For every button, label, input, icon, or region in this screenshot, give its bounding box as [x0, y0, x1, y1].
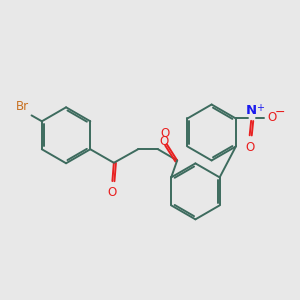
Text: O: O [245, 141, 254, 154]
Text: N: N [246, 104, 257, 117]
Text: +: + [256, 103, 265, 113]
Text: O: O [108, 186, 117, 200]
Text: O: O [161, 127, 170, 140]
Text: −: − [275, 106, 285, 119]
Text: Br: Br [16, 100, 29, 113]
Text: O: O [159, 135, 168, 148]
Text: O: O [267, 111, 277, 124]
